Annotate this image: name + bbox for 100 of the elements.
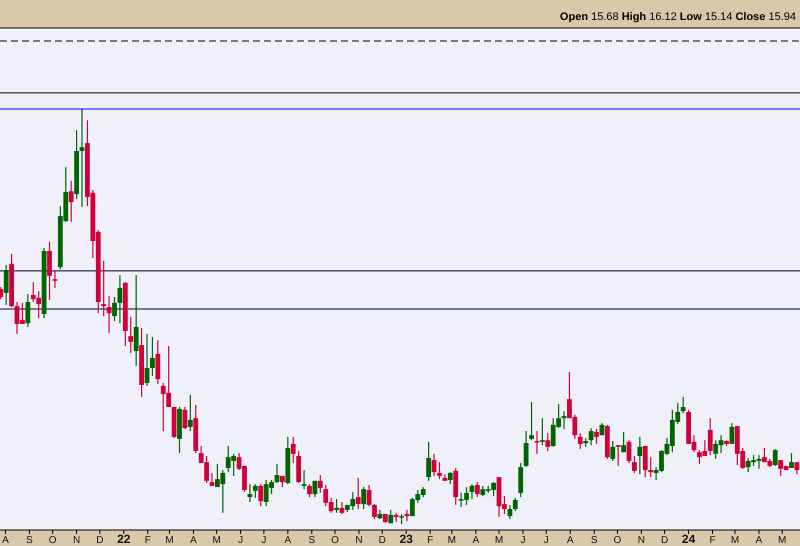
candlestick [588,428,594,446]
x-tick-label: M [494,535,504,546]
candlestick [600,422,604,436]
candlestick [68,180,74,223]
candlestick [274,463,280,484]
candlestick [128,316,134,354]
x-tick-label: A [472,535,480,546]
x-tick-label: 23 [400,532,414,546]
x-tick-label: A [756,535,763,546]
x-tick-label: M [448,535,456,546]
candlestick [534,430,540,454]
x-tick-label: D [96,535,104,546]
x-tick-label: 24 [682,532,696,546]
candlestick [583,438,588,448]
candlestick [637,436,642,475]
candlestick [106,296,112,334]
candlestick [680,396,686,414]
candlestick [210,472,214,486]
x-tick-label: N [72,535,80,546]
candlestick [118,274,122,324]
candlestick [377,509,382,520]
candlestick [616,444,621,467]
candlestick [318,474,323,494]
candlestick [626,440,632,464]
candlestick [188,394,193,432]
candlestick [730,422,734,445]
x-tick-label: A [284,535,292,546]
x-tick-label: J [261,535,266,546]
x-tick-label: D [660,535,668,546]
candlestick [307,484,312,498]
x-tick-label: M [212,535,221,546]
candlestick [372,503,377,520]
candlestick [144,333,150,386]
candlestick [621,431,626,453]
candlestick [610,440,616,462]
candlestick [399,513,404,525]
candlestick [252,484,258,498]
x-tick-label: D [378,535,386,546]
candlestick [112,296,117,322]
candlestick [426,441,432,482]
candlestick [524,430,529,468]
candlestick [789,452,794,469]
candlestick [470,484,474,500]
candlestick [562,410,566,430]
candlestick [334,498,339,514]
candlestick [361,486,366,510]
candlestick [545,432,550,452]
candlestick [101,260,106,317]
x-tick-label: M [778,535,786,546]
x-tick-label: F [144,535,151,546]
x-tick-label: O [331,535,340,546]
x-tick-label: A [2,535,10,546]
candlestick [290,436,296,464]
candlestick [394,512,399,523]
candlestick [302,469,306,490]
candlestick [404,509,410,522]
x-tick-label: S [590,535,598,546]
x-tick-label: S [308,535,316,546]
x-tick-label: N [355,535,363,546]
candlestick [366,484,372,507]
x-tick-label: A [190,535,198,546]
candlestick [356,477,361,510]
candlestick [340,501,344,515]
x-tick-label: J [520,535,526,546]
x-tick-label: O [614,535,622,546]
candlestick [540,418,545,446]
candlestick [382,513,388,524]
candlestick [507,504,512,520]
candlestick [182,406,188,430]
candlestick [25,294,30,328]
x-tick-label: N [638,535,646,546]
candlestick [80,108,84,208]
candlestick [432,453,436,476]
candlestick [248,484,252,503]
candlestick [258,484,264,507]
x-tick-label: F [710,535,716,546]
x-tick-label: M [730,535,740,546]
x-tick-label: J [238,535,244,546]
x-tick-label: J [544,535,549,546]
candlestick [578,432,583,450]
candlestick [529,401,534,441]
candlestick [448,472,453,485]
candlestick [437,462,442,480]
candlestick [312,480,318,498]
candlestick [794,462,800,475]
text: Open 15.68 High 16.12 Low 15.14 Close 15.94 [560,11,796,23]
candlestick [708,418,713,456]
candlestick [52,269,58,288]
candlestick [594,428,599,445]
x-tick-label: M [165,535,174,546]
x-tick-label: F [427,535,434,546]
candlestick [648,456,654,478]
x-tick-label: 22 [117,532,131,546]
x-tick-label: A [566,535,574,546]
candlestick [388,509,394,524]
x-tick-label: O [48,535,57,546]
candlestick [4,264,9,306]
candlestick [474,481,480,498]
candlestick [772,448,778,467]
candlestick [512,497,518,512]
